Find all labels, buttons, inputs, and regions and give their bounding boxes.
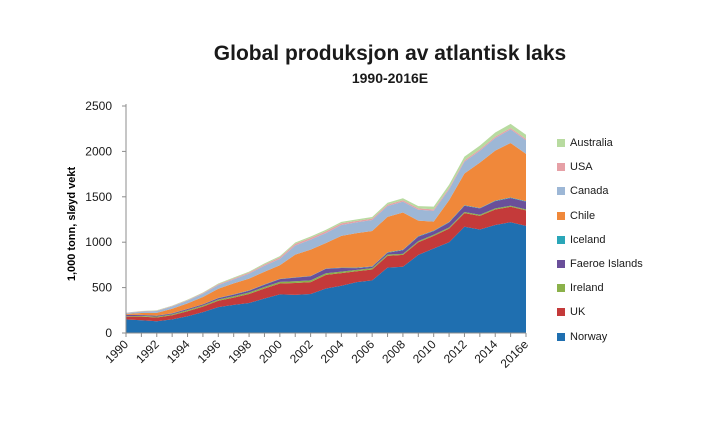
x-tick-label: 2002 (287, 337, 316, 366)
legend-swatch (557, 139, 565, 148)
area-series-australia (126, 123, 526, 313)
legend-item-iceland: Iceland (557, 228, 643, 252)
legend-label: Faeroe Islands (570, 258, 643, 271)
legend-label: USA (570, 161, 593, 174)
x-tick-label: 2014 (472, 337, 501, 366)
legend-item-canada: Canada (557, 179, 643, 203)
area-series-chile (126, 142, 526, 316)
x-tick-label: 1990 (102, 337, 131, 366)
area-series-norway (126, 222, 526, 333)
legend-label: Iceland (570, 233, 606, 246)
legend-item-usa: USA (557, 155, 643, 179)
legend-swatch (557, 211, 565, 220)
x-tick-label: 2008 (379, 337, 408, 366)
legend-swatch (557, 284, 565, 293)
legend-label: Chile (570, 209, 596, 222)
x-tick-label: 2016e (498, 337, 532, 371)
area-series-canada (126, 129, 526, 314)
x-tick-label: 2006 (348, 337, 377, 366)
x-tick-label: 1996 (195, 337, 224, 366)
legend-swatch (557, 260, 565, 269)
x-tick-label: 2000 (256, 337, 285, 366)
legend-item-australia: Australia (557, 131, 643, 155)
legend-label: Norway (570, 330, 608, 343)
legend-item-uk: UK (557, 300, 643, 324)
y-tick-label: 2000 (85, 144, 112, 158)
area-series-group (126, 123, 526, 333)
legend-item-chile: Chile (557, 204, 643, 228)
legend-item-faeroe-islands: Faeroe Islands (557, 252, 643, 276)
y-tick-label: 0 (105, 326, 112, 340)
y-tick-label: 2500 (85, 99, 112, 113)
area-series-uk (126, 206, 526, 322)
legend-swatch (557, 332, 565, 341)
y-tick-label: 1500 (85, 190, 112, 204)
x-tick-label: 2010 (410, 337, 439, 366)
x-tick-label: 1994 (164, 337, 193, 366)
x-tick-label: 1998 (225, 337, 254, 366)
legend-swatch (557, 163, 565, 172)
legend-swatch (557, 187, 565, 196)
chart-title: Global produksjon av atlantisk laks (213, 42, 567, 65)
x-tick-label: 2004 (318, 337, 347, 366)
legend-label: Ireland (570, 282, 604, 295)
y-tick-label: 500 (92, 281, 112, 295)
x-tick-label: 2012 (441, 337, 470, 366)
area-series-faeroe-islands (126, 197, 526, 317)
legend-item-norway: Norway (557, 325, 643, 349)
chart-legend: Australia USA Canada Chile Iceland Faeroe Isl… (557, 131, 643, 349)
legend-label: UK (570, 306, 586, 319)
y-tick-label: 1000 (85, 235, 112, 249)
legend-item-ireland: Ireland (557, 276, 643, 300)
legend-swatch (557, 235, 565, 244)
x-tick-label: 1992 (133, 337, 162, 366)
legend-label: Australia (570, 137, 613, 150)
chart-subtitle: 1990-2016E (351, 70, 429, 86)
legend-swatch (557, 308, 565, 317)
legend-label: Canada (570, 185, 609, 198)
